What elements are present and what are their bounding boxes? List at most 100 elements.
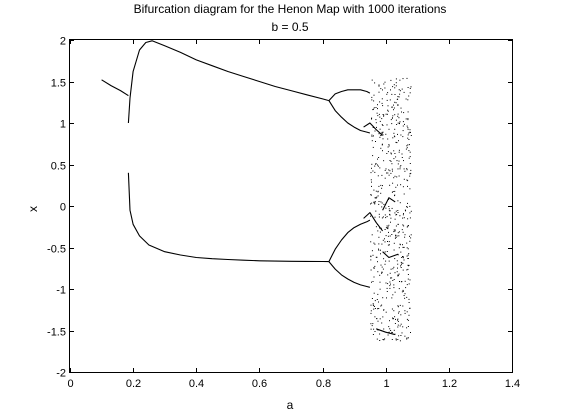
chaotic-point [371,118,372,120]
chaotic-point [387,244,389,246]
chaotic-point [378,243,380,245]
chaotic-point [406,337,408,339]
chaotic-point [407,206,408,208]
chaotic-point [373,276,375,278]
chaotic-point [374,300,376,302]
chaotic-point [398,160,400,162]
chaotic-point [384,241,386,243]
chaotic-point [387,235,389,237]
chaotic-point [383,309,385,311]
chaotic-point [374,201,376,202]
chaotic-point [370,194,372,196]
chaotic-point [370,215,371,217]
chaotic-point [371,163,373,165]
axis-ticks [70,40,513,373]
chaotic-point [370,172,372,174]
chaotic-point [371,185,372,187]
chaotic-point [388,145,390,147]
chaotic-point [374,171,376,173]
chaotic-point [398,335,400,337]
chaotic-point [383,339,385,341]
chaotic-point [394,333,396,335]
chaotic-point [393,284,395,286]
chaotic-point [402,256,404,258]
chaotic-point [401,291,403,293]
chaotic-point [392,318,394,320]
chaotic-point [386,291,388,292]
chaotic-point [388,231,389,233]
chaotic-point [410,135,412,136]
chaotic-point [393,310,395,312]
chaotic-point [374,308,376,309]
chaotic-point [378,213,380,215]
chaotic-point [408,264,410,266]
chaotic-point [394,101,396,103]
chaotic-point [381,143,383,145]
chaotic-point [397,232,399,234]
chaotic-point [392,317,394,319]
chaotic-point [370,194,372,196]
chaotic-point [379,318,381,320]
chaotic-point [375,122,377,124]
y-tick-label: 1 [60,119,66,131]
chaotic-point [407,326,409,327]
chaotic-point [371,325,373,327]
chaotic-point [409,240,411,242]
chaotic-point [395,318,396,320]
chaotic-point [402,256,403,257]
chaotic-point [410,169,412,171]
chaotic-point [392,117,393,119]
chaotic-point [381,131,383,133]
chaotic-point [408,302,410,303]
chaotic-point [400,134,402,136]
chaotic-point [373,267,375,269]
chaotic-point [407,137,409,139]
chaotic-point [383,83,385,85]
chaotic-point [381,98,383,100]
chaotic-point [387,283,389,285]
chaotic-point [370,259,372,261]
chaotic-point [391,106,393,108]
chaotic-point [407,258,409,259]
chaotic-point [379,274,381,276]
chaotic-point [410,131,411,133]
chaotic-point [407,127,409,129]
chaotic-point [391,107,393,108]
chaotic-point [408,298,410,300]
chaotic-point [410,332,411,333]
chaotic-point [395,214,397,216]
chaotic-point [397,115,399,117]
chaotic-point [400,184,402,186]
bifurcation-branch [328,89,371,101]
chaotic-point [406,147,408,149]
chaotic-point [394,230,396,232]
chaotic-point [409,151,411,153]
bifurcation-branch [127,172,329,263]
chaotic-point [399,243,401,245]
chaotic-point [381,187,383,189]
chaotic-point [382,297,384,299]
chaotic-point [382,114,384,115]
chaotic-point [379,167,381,169]
chaotic-point [408,95,410,97]
chaotic-point [375,190,377,192]
chaotic-point [371,99,373,101]
chaotic-point [377,108,378,110]
chaotic-point [375,107,377,108]
chaotic-point [371,298,373,299]
chaotic-point [370,269,372,271]
chaotic-point [389,320,390,322]
chaotic-point [410,172,412,174]
chaotic-point [375,163,377,164]
chaotic-point [388,174,390,176]
chaotic-point [401,88,403,90]
chaotic-point [395,225,397,227]
chaotic-point [387,274,389,276]
chaotic-point [403,290,404,292]
axes-box [69,39,513,373]
chaotic-point [381,304,383,306]
chaotic-point [397,305,399,307]
chaotic-point [397,104,399,106]
chaotic-point [393,109,394,111]
